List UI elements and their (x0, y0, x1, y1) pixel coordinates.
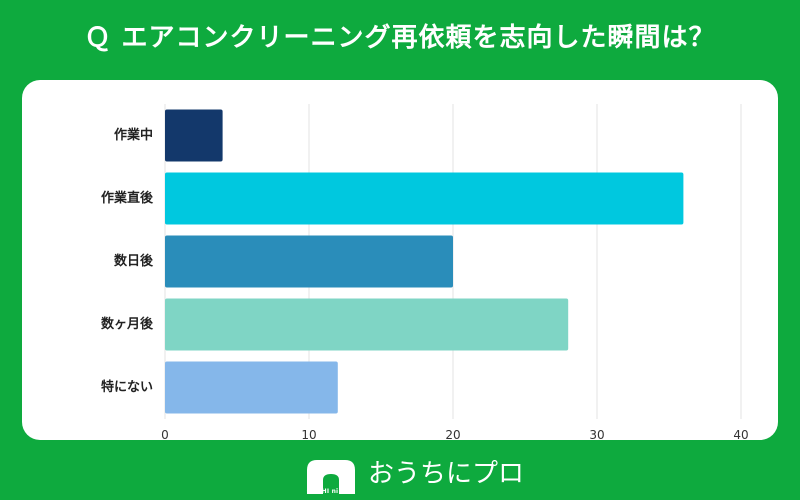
x-tick-label: 20 (445, 428, 460, 440)
category-label: 作業直後 (101, 190, 154, 206)
bar (165, 172, 684, 225)
category-label: 数日後 (114, 253, 154, 269)
footer: OUCHI ni PRO おうちにプロ (0, 448, 800, 500)
chart-title: Ｑ エアコンクリーニング再依頼を志向した瞬間は？ (84, 23, 716, 53)
category-label: 作業中 (114, 127, 153, 143)
chart-panel: 作業中作業直後数日後数ヶ月後特にない 0 10 20 30 40 (22, 80, 778, 440)
bar (165, 361, 338, 414)
x-tick-label: 0 (161, 428, 169, 440)
category-label: 特にない (101, 379, 153, 395)
bar (165, 298, 569, 351)
house-logo-icon (307, 460, 355, 494)
category-label: 数ヶ月後 (101, 316, 154, 332)
logo-text: おうちにプロ (368, 459, 525, 489)
bar (165, 235, 453, 288)
x-tick-label: 40 (733, 428, 748, 440)
logo-small-text: OUCHI ni PRO (306, 488, 356, 495)
bar (165, 109, 223, 162)
x-tick-label: 30 (589, 428, 604, 440)
x-tick-label: 10 (301, 428, 316, 440)
